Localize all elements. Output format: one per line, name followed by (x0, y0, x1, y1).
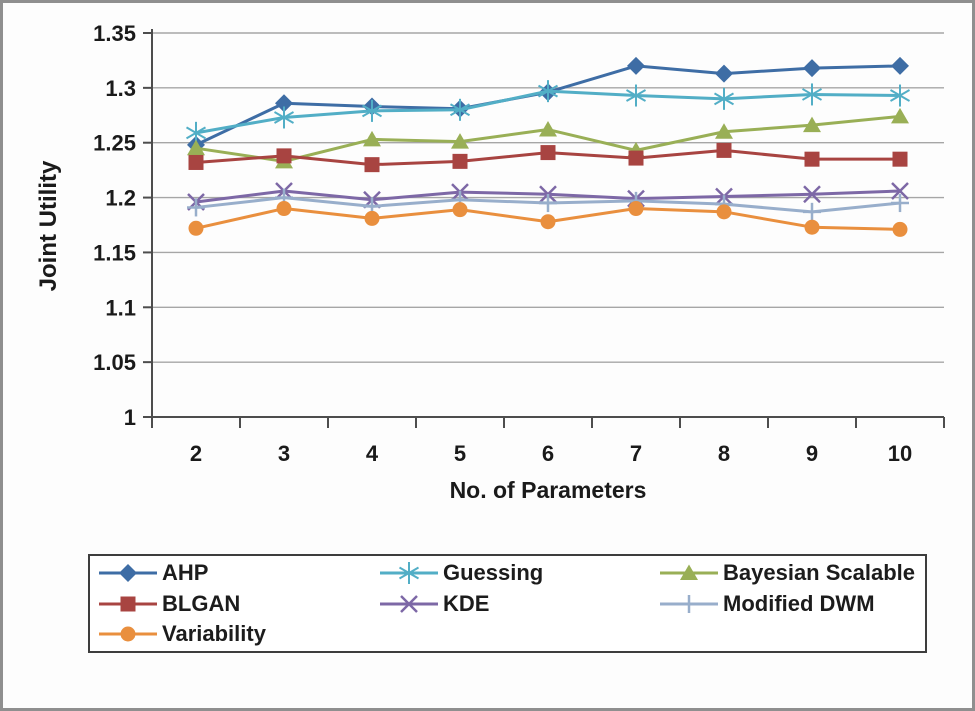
marker-square-blgan (716, 142, 732, 158)
marker-x-kde (400, 594, 418, 613)
legend-item-modified-dwm: Modified DWM (658, 591, 925, 617)
legend-item-bayesian-scalable: Bayesian Scalable (658, 560, 925, 586)
marker-asterisk-guessing (889, 89, 911, 102)
marker-triangle-bayesian-scalable (803, 116, 821, 133)
y-tick-label: 1.15 (93, 240, 136, 265)
marker-asterisk-guessing (537, 84, 559, 98)
x-tick-label: 3 (278, 441, 290, 466)
y-tick-label: 1 (124, 405, 136, 430)
marker-diamond-ahp (275, 94, 293, 113)
x-tick-label: 7 (630, 441, 642, 466)
marker-asterisk-guessing (449, 103, 471, 117)
marker-square-blgan (276, 148, 292, 164)
x-tick-label: 9 (806, 441, 818, 466)
marker-square-blgan (120, 596, 136, 611)
marker-circle-variability (276, 201, 292, 217)
y-axis-title: Joint Utility (35, 160, 62, 292)
y-tick-label: 1.3 (105, 76, 136, 101)
legend-circle-icon (99, 626, 157, 642)
y-tick-label: 1.05 (93, 350, 136, 375)
marker-square-blgan (452, 153, 468, 169)
y-tick-label: 1.25 (93, 131, 136, 156)
marker-diamond-ahp (119, 564, 137, 583)
x-tick-label: 5 (454, 441, 466, 466)
marker-triangle-bayesian-scalable (451, 133, 469, 149)
legend-diamond-icon (99, 564, 157, 583)
legend-triangle-icon (660, 564, 718, 581)
legend-item-ahp: AHP (97, 560, 378, 586)
marker-circle-variability (364, 210, 380, 226)
marker-square-blgan (892, 151, 908, 167)
legend: AHP Guessing Bayesian Scalable BLGAN KDE Modi… (88, 554, 927, 653)
marker-circle-variability (716, 204, 732, 220)
marker-asterisk-guessing (713, 92, 735, 106)
legend-square-icon (99, 596, 157, 611)
marker-diamond-ahp (627, 56, 645, 75)
legend-item-kde: KDE (378, 591, 658, 617)
marker-circle-variability (804, 219, 820, 235)
marker-asterisk-guessing (625, 89, 647, 102)
legend-label: Bayesian Scalable (723, 560, 916, 586)
x-tick-label: 8 (718, 441, 730, 466)
marker-diamond-ahp (803, 59, 821, 78)
marker-x-kde (803, 185, 821, 204)
marker-triangle-bayesian-scalable (891, 107, 909, 124)
marker-square-blgan (628, 150, 644, 166)
marker-triangle-bayesian-scalable (187, 139, 205, 156)
marker-square-blgan (364, 157, 380, 173)
x-tick-label: 6 (542, 441, 554, 466)
marker-asterisk-guessing (801, 88, 823, 101)
x-tick-label: 4 (366, 441, 379, 466)
marker-asterisk-guessing (185, 126, 207, 140)
legend-x-icon (380, 594, 438, 613)
marker-x-kde (891, 182, 909, 200)
marker-circle-variability (892, 221, 908, 237)
legend-item-variability: Variability (97, 621, 378, 647)
marker-asterisk-guessing (398, 566, 420, 580)
legend-label: AHP (162, 560, 209, 586)
x-tick-label: 10 (888, 441, 912, 466)
marker-square-blgan (540, 145, 556, 161)
marker-circle-variability (452, 202, 468, 218)
marker-triangle-bayesian-scalable (363, 130, 381, 147)
legend-asterisk-icon (380, 562, 438, 585)
legend-plus-icon (660, 594, 718, 613)
marker-circle-variability (628, 201, 644, 217)
legend-label: KDE (443, 590, 490, 616)
legend-item-blgan: BLGAN (97, 591, 378, 617)
legend-label: BLGAN (162, 590, 241, 616)
legend-label: Modified DWM (723, 590, 875, 616)
x-axis-title: No. of Parameters (449, 477, 647, 503)
legend-label: Guessing (443, 560, 544, 586)
legend-item-guessing: Guessing (378, 560, 658, 586)
y-tick-label: 1.2 (105, 186, 136, 211)
marker-asterisk-guessing (361, 104, 383, 118)
marker-square-blgan (188, 154, 204, 170)
marker-diamond-ahp (715, 64, 733, 83)
marker-triangle-bayesian-scalable (539, 121, 557, 137)
y-tick-label: 1.1 (105, 295, 136, 320)
legend-label: Variability (162, 620, 266, 646)
marker-triangle-bayesian-scalable (680, 564, 698, 581)
marker-triangle-bayesian-scalable (715, 123, 733, 139)
marker-circle-variability (540, 214, 556, 230)
line-chart: 1 1.05 1.1 1.15 1.2 1.25 1.3 1.35 2 3 4 5 6 7 8 9 10 (93, 21, 945, 466)
marker-circle-variability (188, 220, 204, 236)
marker-square-blgan (804, 151, 820, 167)
x-tick-label: 2 (190, 441, 202, 466)
y-tick-label: 1.35 (93, 21, 136, 46)
marker-diamond-ahp (891, 56, 909, 75)
marker-circle-variability (120, 626, 136, 642)
marker-asterisk-guessing (273, 111, 295, 124)
